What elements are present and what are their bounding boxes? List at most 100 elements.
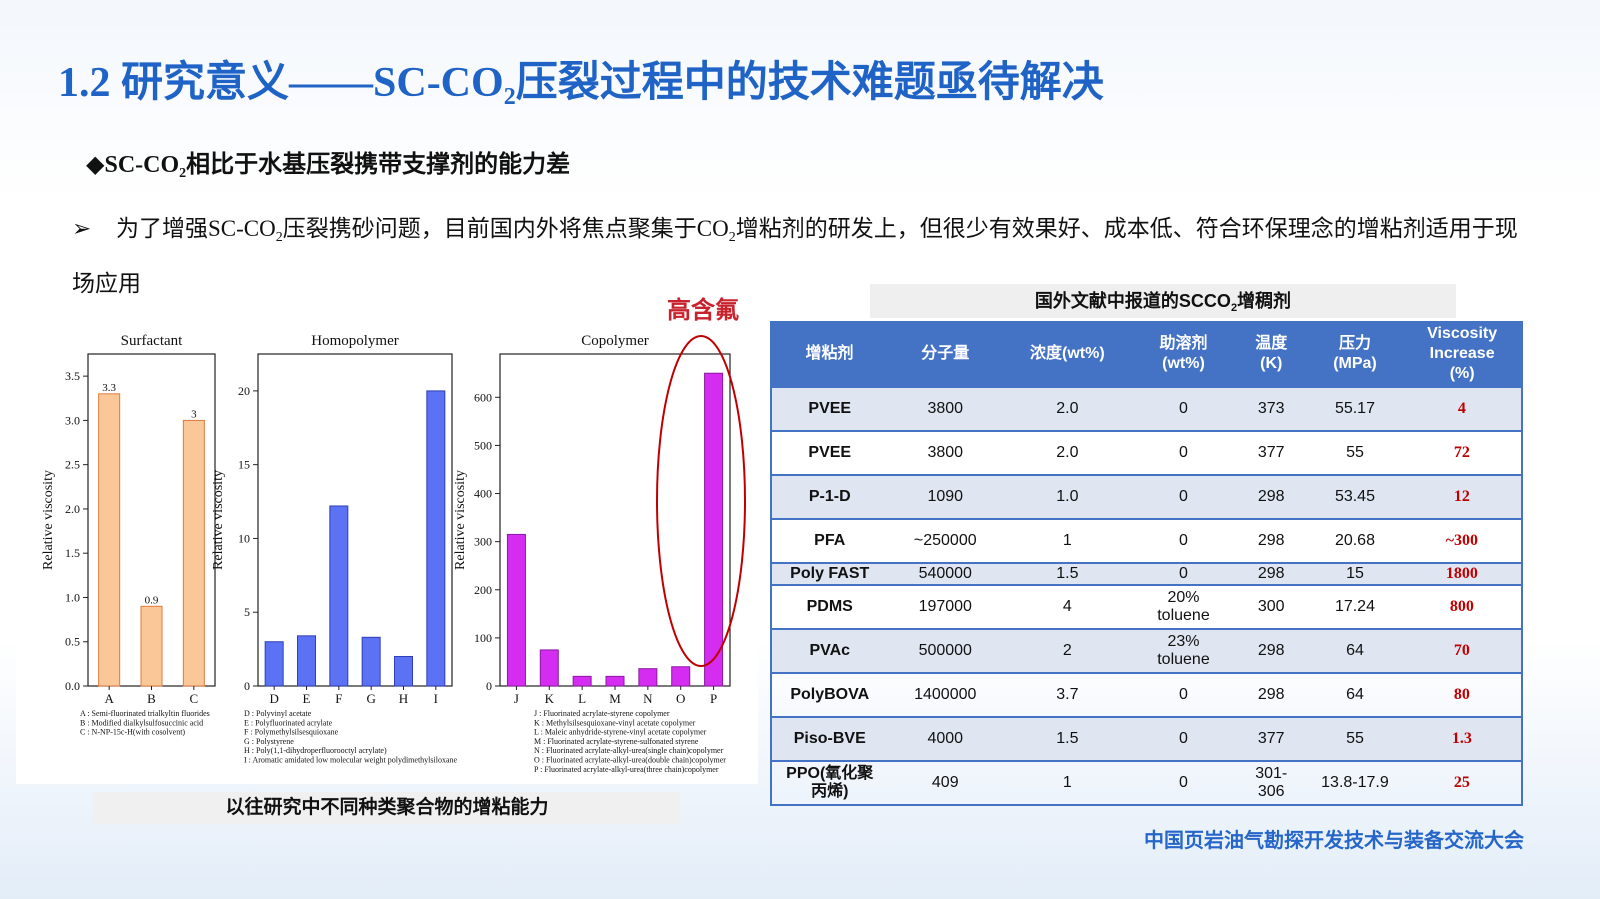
high-fluorine-label: 高含氟 xyxy=(667,297,739,324)
y-tick-label: 20 xyxy=(238,384,250,398)
x-tick-label: F xyxy=(335,691,342,706)
table-row: P-1-D 1090 1.0 0 298 53.45 12 xyxy=(771,474,1522,519)
bar-A xyxy=(98,393,121,687)
background-top xyxy=(0,0,1600,200)
table-header-cell: 分子量 xyxy=(886,321,1004,388)
table-header-cell: 助溶剂 (wt%) xyxy=(1131,321,1236,388)
table-cell: 23% toluene xyxy=(1131,628,1236,673)
diamond-bullet-icon: ◆ xyxy=(86,152,105,178)
bar-charts-svg: Surfactant Relative viscosity 0.0 0.5 1.0 1.5… xyxy=(41,333,746,774)
chart-title: Copolymer xyxy=(581,333,649,349)
x-tick-label: M xyxy=(609,691,621,706)
legend-line: F : Polymethylsilsesquioxane xyxy=(244,728,339,737)
viscosity-increase-cell: 800 xyxy=(1402,584,1522,629)
legend-line: L : Maleic anhydride-styrene-vinyl aceta… xyxy=(534,728,707,737)
table-cell: 64 xyxy=(1307,628,1403,673)
table-cell: 1090 xyxy=(887,474,1004,519)
y-tick-label: 3.5 xyxy=(65,369,80,383)
table-cell: 55.17 xyxy=(1307,386,1403,431)
legend-line: P : Fluorinated acrylate-alkyl-urea(thre… xyxy=(534,765,719,774)
table-cell: 500000 xyxy=(887,628,1004,673)
bar-B xyxy=(140,605,163,687)
legend-line: M : Fluorinated acrylate-styrene-sulfona… xyxy=(534,737,699,746)
table-cell: 3.7 xyxy=(1003,672,1132,717)
x-tick-label: L xyxy=(578,691,586,706)
bar-F xyxy=(329,505,349,687)
table-cell: 55 xyxy=(1307,716,1403,761)
table-cell: 298 xyxy=(1235,562,1308,585)
viscosity-increase-cell: 1.3 xyxy=(1402,716,1522,761)
bar-E xyxy=(297,635,316,687)
table-cell: 540000 xyxy=(887,562,1004,585)
table-row: Poly FAST 540000 1.5 0 298 15 1800 xyxy=(771,562,1522,585)
table-cell: 1 xyxy=(1003,760,1132,805)
table-cell: 301- 306 xyxy=(1235,760,1308,805)
table-cell: 298 xyxy=(1235,672,1308,717)
chart-title: Homopolymer xyxy=(311,333,399,349)
table-header-cell: 增粘剂 xyxy=(770,321,888,388)
bar-data-label: 0.9 xyxy=(145,594,159,606)
table-cell: 55 xyxy=(1307,430,1403,475)
bar-J xyxy=(506,533,526,687)
table-cell: 1.0 xyxy=(1003,474,1132,519)
table-cell: 0 xyxy=(1131,562,1236,585)
table-cell: 3800 xyxy=(887,386,1004,431)
legend-line: E : Polyfluorinated acrylate xyxy=(244,718,333,727)
arrow-bullet-icon: ➢ xyxy=(72,216,92,241)
table-cell: 1.5 xyxy=(1003,562,1132,585)
thickener-table: 增粘剂 分子量 浓度(wt%) 助溶剂 (wt%) 温度 (K) 压力 (MPa) Visc… xyxy=(770,321,1523,806)
table-cell: 197000 xyxy=(887,584,1004,629)
table-cell: 3800 xyxy=(887,430,1004,475)
table-cell: 64 xyxy=(1307,672,1403,717)
table-row: PolyBOVA 1400000 3.7 0 298 64 80 xyxy=(771,672,1522,717)
legend-line: K : Methylsilsesquioxane-vinyl acetate c… xyxy=(534,718,696,727)
y-tick-label: 0 xyxy=(486,679,492,693)
bar-G xyxy=(361,636,381,687)
viscosity-increase-cell: 4 xyxy=(1402,386,1522,431)
viscosity-figure: Surfactant Relative viscosity 0.0 0.5 1.0 1.5… xyxy=(16,322,758,784)
viscosity-increase-cell: 70 xyxy=(1402,628,1522,673)
highlight-ellipse xyxy=(656,335,746,667)
x-tick-label: O xyxy=(676,691,685,706)
table-body: PVEE 3800 2.0 0 373 55.17 4 PVEE 3800 2.0 0 377 55 72… xyxy=(771,386,1522,805)
table-cell: 2.0 xyxy=(1003,386,1132,431)
table-cell: 0 xyxy=(1131,386,1236,431)
table-cell: 20% toluene xyxy=(1131,584,1236,629)
table-cell: 1.5 xyxy=(1003,716,1132,761)
table-cell: 373 xyxy=(1235,386,1308,431)
viscosity-increase-cell: 1800 xyxy=(1402,562,1522,585)
table-cell: 13.8-17.9 xyxy=(1307,760,1403,805)
table-row: PFA ~250000 1 0 298 20.68 ~300 xyxy=(771,518,1522,563)
table-row: Piso-BVE 4000 1.5 0 377 55 1.3 xyxy=(771,716,1522,761)
table-cell: PPO(氧化聚 丙烯) xyxy=(771,760,888,805)
chart-frame xyxy=(257,353,453,687)
y-tick-label: 2.0 xyxy=(65,502,80,516)
y-tick-label: 0.0 xyxy=(65,679,80,693)
y-axis-label: Relative viscosity xyxy=(211,470,226,570)
y-tick-label: 0.5 xyxy=(65,635,80,649)
x-tick-label: P xyxy=(710,691,717,706)
table-cell: 0 xyxy=(1131,474,1236,519)
table-cell: 1400000 xyxy=(887,672,1004,717)
table-cell: P-1-D xyxy=(771,474,888,519)
bar-K xyxy=(539,649,559,687)
x-tick-label: E xyxy=(303,691,311,706)
x-tick-label: G xyxy=(366,691,375,706)
table-row: PDMS 197000 4 20% toluene 300 17.24 800 xyxy=(771,584,1522,629)
viscosity-increase-cell: 25 xyxy=(1402,760,1522,805)
legend-line: I : Aromatic amidated low molecular weig… xyxy=(244,756,458,765)
table-cell: PolyBOVA xyxy=(771,672,888,717)
x-tick-label: D xyxy=(269,691,278,706)
table-cell: ~250000 xyxy=(887,518,1004,563)
table-cell: 15 xyxy=(1307,562,1403,585)
table-cell: 0 xyxy=(1131,716,1236,761)
table-row: PVEE 3800 2.0 0 377 55 72 xyxy=(771,430,1522,475)
y-axis-label: Relative viscosity xyxy=(453,470,468,570)
table-cell: 0 xyxy=(1131,430,1236,475)
y-tick-label: 100 xyxy=(474,631,492,645)
table-cell: 1 xyxy=(1003,518,1132,563)
table-header-row: 增粘剂 分子量 浓度(wt%) 助溶剂 (wt%) 温度 (K) 压力 (MPa) Visc… xyxy=(770,321,1523,388)
bar-O xyxy=(671,666,691,687)
x-tick-label: N xyxy=(643,691,653,706)
bar-H xyxy=(394,655,413,687)
